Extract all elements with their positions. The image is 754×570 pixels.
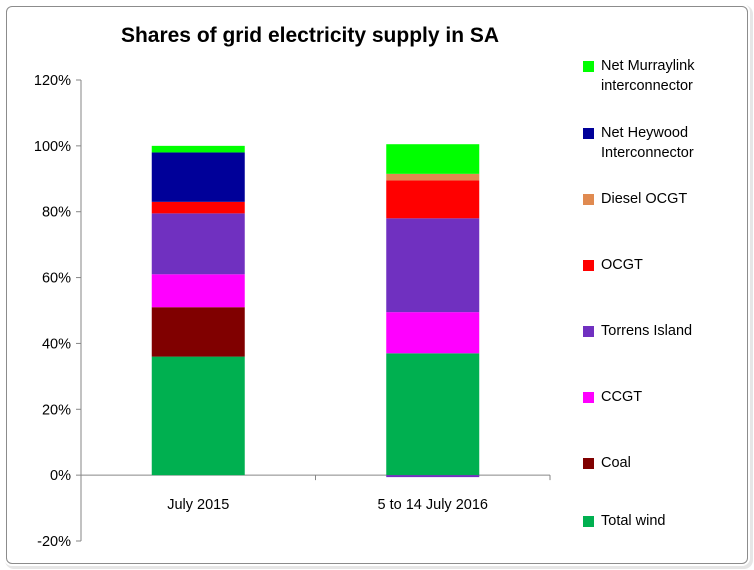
bar-torrens-island bbox=[386, 218, 480, 313]
bar-ccgt bbox=[151, 274, 245, 308]
legend-item-net-murraylink-interconnector: Net Murraylink interconnector bbox=[583, 56, 741, 96]
bar-diesel-ocgt bbox=[386, 173, 480, 181]
bar-coal bbox=[151, 307, 245, 357]
bar-net-murraylink-interconnector bbox=[386, 144, 480, 174]
bar-negative-torrens-island bbox=[386, 475, 480, 478]
bar-net-heywood-interconnector bbox=[151, 152, 245, 202]
legend-label: Net Murraylink interconnector bbox=[601, 58, 695, 94]
legend-item-ocgt: OCGT bbox=[583, 255, 741, 275]
bar-total-wind bbox=[151, 356, 245, 476]
legend-item-ccgt: CCGT bbox=[583, 387, 741, 407]
legend-label: Total wind bbox=[601, 513, 666, 529]
legend-label: CCGT bbox=[601, 389, 643, 405]
legend-item-net-heywood-interconnector: Net Heywood Interconnector bbox=[583, 123, 741, 163]
legend-label: Torrens Island bbox=[601, 323, 693, 339]
legend-swatch bbox=[583, 194, 594, 205]
y-tick-label: 100% bbox=[34, 139, 71, 155]
legend-swatch bbox=[583, 458, 594, 469]
legend-swatch bbox=[583, 392, 594, 403]
bar-ccgt bbox=[386, 312, 480, 354]
tick-labels: -20% 0% 20% 40% 60% 80% 100% 120% July 2015 5 to … bbox=[34, 73, 488, 550]
legend-label: Net Heywood Interconnector bbox=[601, 125, 694, 161]
bar-total-wind bbox=[386, 353, 480, 476]
legend-item-coal: Coal bbox=[583, 453, 741, 473]
chart-title: Shares of grid electricity supply in SA bbox=[120, 24, 500, 47]
y-tick-label: 120% bbox=[34, 73, 71, 89]
x-tick-label: 5 to 14 July 2016 bbox=[378, 497, 488, 513]
y-tick-label: -20% bbox=[37, 534, 71, 550]
bar-net-murraylink-interconnector bbox=[151, 145, 245, 153]
legend-item-diesel-ocgt: Diesel OCGT bbox=[583, 189, 741, 209]
legend-label: Coal bbox=[601, 455, 631, 471]
bar-ocgt bbox=[151, 201, 245, 214]
y-tick-label: 0% bbox=[50, 468, 71, 484]
y-tick-label: 20% bbox=[42, 402, 71, 418]
legend-item-torrens-island: Torrens Island bbox=[583, 321, 741, 341]
bar-torrens-island bbox=[151, 213, 245, 275]
legend-item-total-wind: Total wind bbox=[583, 511, 741, 531]
x-tick-label: July 2015 bbox=[167, 497, 229, 513]
y-tick-label: 80% bbox=[42, 205, 71, 221]
legend-label: OCGT bbox=[601, 257, 643, 273]
legend-swatch bbox=[583, 61, 594, 72]
legend-label: Diesel OCGT bbox=[601, 191, 688, 207]
y-tick-label: 60% bbox=[42, 271, 71, 287]
legend-swatch bbox=[583, 128, 594, 139]
legend-swatch bbox=[583, 516, 594, 527]
bars bbox=[151, 144, 480, 478]
legend-swatch bbox=[583, 326, 594, 337]
legend-swatch bbox=[583, 260, 594, 271]
bar-ocgt bbox=[386, 180, 480, 219]
chart-frame bbox=[6, 6, 748, 564]
y-tick-label: 40% bbox=[42, 336, 71, 352]
